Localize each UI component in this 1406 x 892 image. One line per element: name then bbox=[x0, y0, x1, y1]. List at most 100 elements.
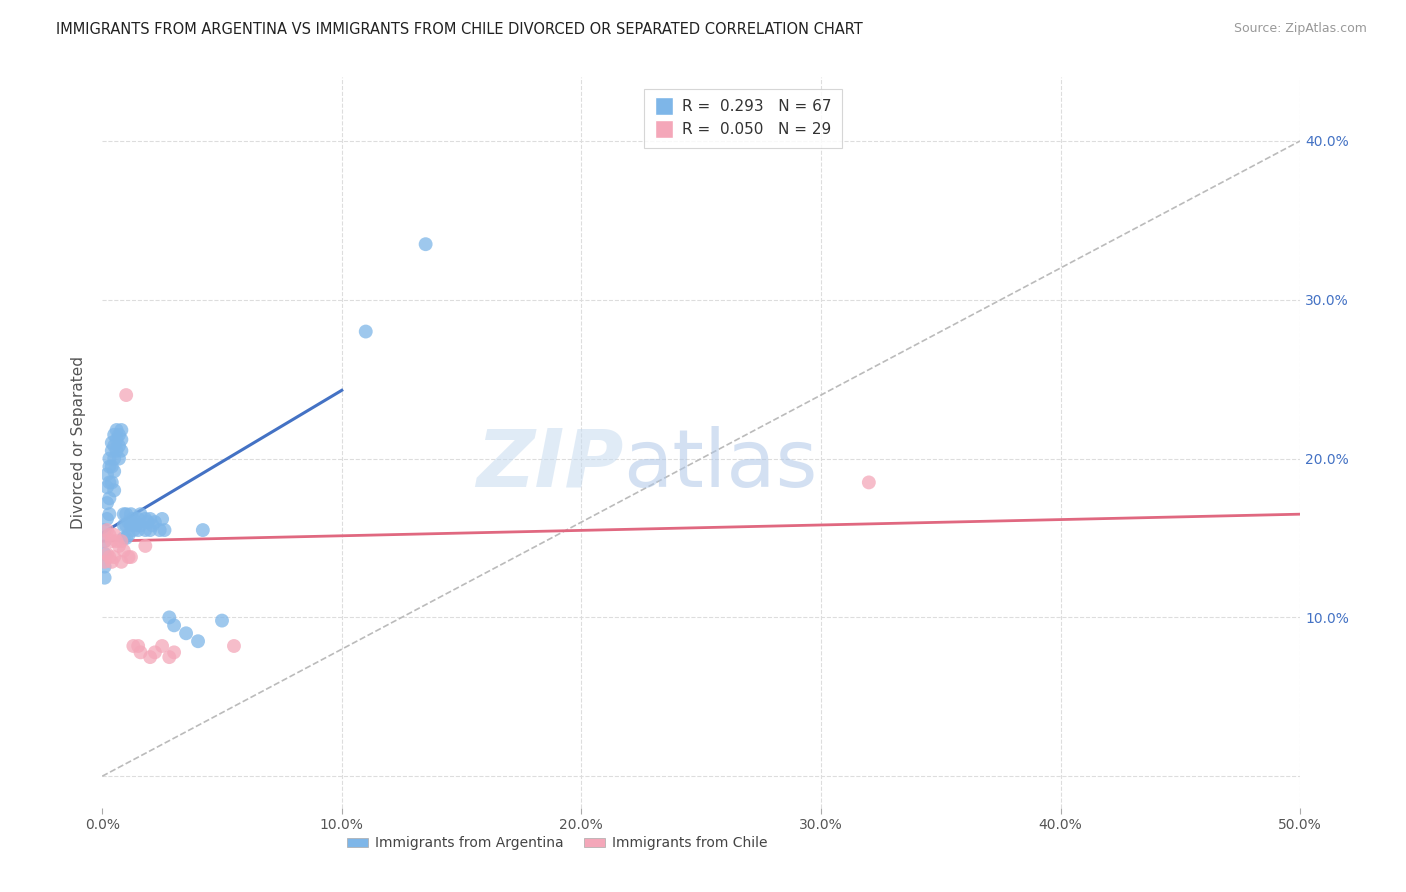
Point bbox=[117, 515, 139, 529]
Point bbox=[93, 523, 115, 537]
Point bbox=[117, 528, 139, 542]
Point bbox=[98, 491, 121, 506]
Point bbox=[129, 518, 152, 533]
Point bbox=[93, 534, 115, 549]
Point bbox=[122, 512, 145, 526]
Point bbox=[115, 507, 138, 521]
Point bbox=[105, 534, 128, 549]
Point bbox=[105, 443, 128, 458]
Point bbox=[98, 507, 121, 521]
Point bbox=[110, 534, 132, 549]
Point bbox=[108, 539, 131, 553]
Point bbox=[103, 528, 125, 542]
Point bbox=[149, 523, 172, 537]
Point bbox=[101, 435, 124, 450]
Point bbox=[112, 543, 135, 558]
Point bbox=[112, 518, 135, 533]
Point bbox=[93, 555, 115, 569]
Point bbox=[141, 518, 163, 533]
Point bbox=[139, 512, 162, 526]
Point bbox=[96, 523, 118, 537]
Text: atlas: atlas bbox=[623, 425, 818, 504]
Point bbox=[125, 518, 148, 533]
Point bbox=[103, 451, 125, 466]
Point bbox=[103, 483, 125, 498]
Point bbox=[96, 480, 118, 494]
Point bbox=[115, 531, 138, 545]
Point bbox=[136, 515, 159, 529]
Point bbox=[143, 515, 166, 529]
Point bbox=[174, 626, 197, 640]
Point bbox=[117, 550, 139, 565]
Point bbox=[163, 618, 186, 632]
Point bbox=[143, 645, 166, 659]
Point bbox=[139, 650, 162, 665]
Point bbox=[115, 388, 138, 402]
Text: IMMIGRANTS FROM ARGENTINA VS IMMIGRANTS FROM CHILE DIVORCED OR SEPARATED CORRELA: IMMIGRANTS FROM ARGENTINA VS IMMIGRANTS … bbox=[56, 22, 863, 37]
Point bbox=[187, 634, 209, 648]
Point bbox=[98, 451, 121, 466]
Point bbox=[101, 475, 124, 490]
Point bbox=[129, 645, 152, 659]
Point bbox=[98, 459, 121, 474]
Point bbox=[354, 325, 377, 339]
Point bbox=[134, 539, 156, 553]
Point bbox=[120, 550, 142, 565]
Point bbox=[101, 459, 124, 474]
Point bbox=[101, 555, 124, 569]
Point bbox=[103, 439, 125, 453]
Point bbox=[415, 237, 437, 252]
Point bbox=[93, 571, 115, 585]
Point bbox=[191, 523, 214, 537]
Text: Source: ZipAtlas.com: Source: ZipAtlas.com bbox=[1233, 22, 1367, 36]
Point bbox=[108, 451, 131, 466]
Point bbox=[98, 550, 121, 565]
Point bbox=[112, 507, 135, 521]
Point bbox=[96, 547, 118, 561]
Point bbox=[103, 464, 125, 478]
Point bbox=[127, 512, 149, 526]
Point bbox=[163, 645, 186, 659]
Point bbox=[103, 550, 125, 565]
Point bbox=[157, 610, 180, 624]
Point bbox=[93, 559, 115, 574]
Point bbox=[139, 523, 162, 537]
Point bbox=[103, 427, 125, 442]
Y-axis label: Divorced or Separated: Divorced or Separated bbox=[72, 356, 86, 529]
Point bbox=[96, 496, 118, 510]
Point bbox=[101, 443, 124, 458]
Point bbox=[150, 639, 173, 653]
Point bbox=[105, 423, 128, 437]
Point bbox=[110, 433, 132, 447]
Point bbox=[122, 639, 145, 653]
Point bbox=[105, 433, 128, 447]
Point bbox=[127, 639, 149, 653]
Point bbox=[115, 518, 138, 533]
Point bbox=[96, 512, 118, 526]
Point bbox=[110, 555, 132, 569]
Point bbox=[110, 423, 132, 437]
Point bbox=[129, 507, 152, 521]
Point bbox=[98, 475, 121, 490]
Point bbox=[120, 507, 142, 521]
Point bbox=[157, 650, 180, 665]
Point bbox=[153, 523, 176, 537]
Point bbox=[150, 512, 173, 526]
Point bbox=[108, 439, 131, 453]
Point bbox=[134, 523, 156, 537]
Legend: R =  0.293   N = 67, R =  0.050   N = 29: R = 0.293 N = 67, R = 0.050 N = 29 bbox=[644, 88, 842, 148]
Point bbox=[110, 443, 132, 458]
Point bbox=[127, 523, 149, 537]
Point bbox=[108, 427, 131, 442]
Point bbox=[122, 523, 145, 537]
Point bbox=[93, 547, 115, 561]
Point bbox=[93, 534, 115, 549]
Point bbox=[98, 528, 121, 542]
Point bbox=[101, 534, 124, 549]
Text: ZIP: ZIP bbox=[475, 425, 623, 504]
Point bbox=[858, 475, 880, 490]
Point bbox=[120, 518, 142, 533]
Point bbox=[211, 614, 233, 628]
Point bbox=[112, 531, 135, 545]
Point bbox=[96, 467, 118, 482]
